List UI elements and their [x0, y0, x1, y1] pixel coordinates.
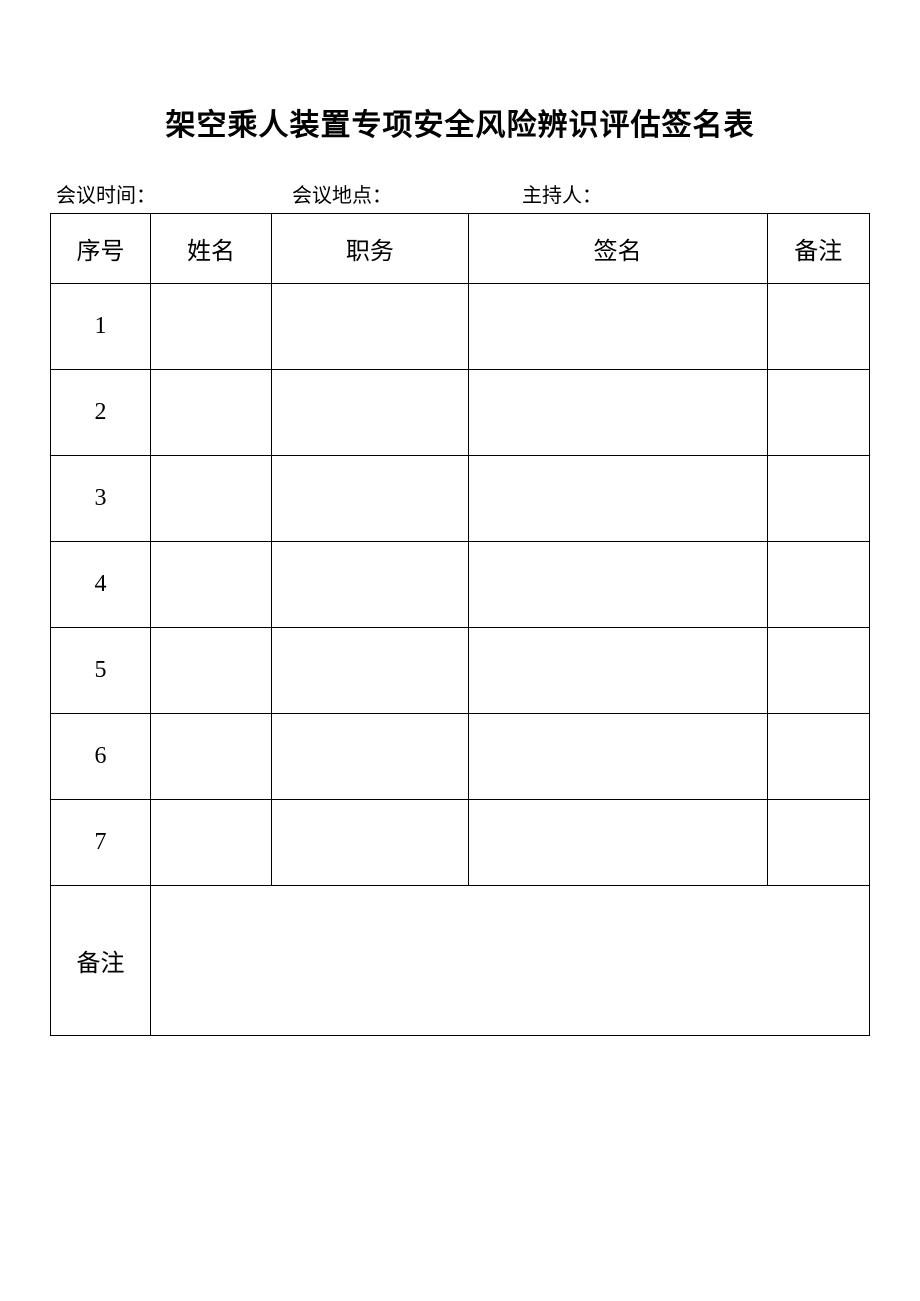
- header-seq: 序号: [51, 214, 151, 284]
- table-row: 1: [51, 284, 870, 370]
- table-row: 6: [51, 714, 870, 800]
- cell-remark: [767, 714, 869, 800]
- cell-seq: 6: [51, 714, 151, 800]
- table-row: 7: [51, 800, 870, 886]
- cell-seq: 1: [51, 284, 151, 370]
- cell-remark: [767, 628, 869, 714]
- cell-sign: [468, 284, 767, 370]
- meta-time-label: 会议时间：: [56, 179, 156, 208]
- cell-sign: [468, 370, 767, 456]
- cell-position: [272, 628, 469, 714]
- cell-remark: [767, 800, 869, 886]
- table-row: 2: [51, 370, 870, 456]
- table-row: 5: [51, 628, 870, 714]
- meeting-meta: 会议时间： 会议地点： 主持人：: [50, 179, 870, 208]
- cell-remark: [767, 284, 869, 370]
- cell-position: [272, 456, 469, 542]
- cell-position: [272, 542, 469, 628]
- cell-position: [272, 284, 469, 370]
- cell-remark: [767, 370, 869, 456]
- cell-seq: 3: [51, 456, 151, 542]
- footer-content: [150, 886, 869, 1036]
- meta-time: 会议时间：: [56, 179, 292, 208]
- cell-name: [150, 542, 271, 628]
- cell-sign: [468, 800, 767, 886]
- cell-name: [150, 714, 271, 800]
- cell-name: [150, 370, 271, 456]
- table-row: 4: [51, 542, 870, 628]
- page-title: 架空乘人装置专项安全风险辨识评估签名表: [50, 100, 870, 144]
- header-sign: 签名: [468, 214, 767, 284]
- cell-position: [272, 714, 469, 800]
- header-remark: 备注: [767, 214, 869, 284]
- cell-position: [272, 800, 469, 886]
- cell-name: [150, 284, 271, 370]
- signature-table: 序号 姓名 职务 签名 备注 1 2 3 4: [50, 213, 870, 1036]
- meta-location: 会议地点：: [292, 179, 522, 208]
- header-name: 姓名: [150, 214, 271, 284]
- cell-name: [150, 628, 271, 714]
- cell-sign: [468, 628, 767, 714]
- cell-remark: [767, 456, 869, 542]
- meta-location-label: 会议地点：: [292, 179, 392, 208]
- cell-seq: 4: [51, 542, 151, 628]
- cell-seq: 5: [51, 628, 151, 714]
- cell-position: [272, 370, 469, 456]
- meta-host: 主持人：: [522, 179, 870, 208]
- table-header-row: 序号 姓名 职务 签名 备注: [51, 214, 870, 284]
- cell-name: [150, 456, 271, 542]
- cell-sign: [468, 542, 767, 628]
- cell-sign: [468, 456, 767, 542]
- header-position: 职务: [272, 214, 469, 284]
- cell-seq: 7: [51, 800, 151, 886]
- cell-seq: 2: [51, 370, 151, 456]
- table-row: 3: [51, 456, 870, 542]
- meta-host-label: 主持人：: [522, 179, 602, 208]
- cell-remark: [767, 542, 869, 628]
- footer-label: 备注: [51, 886, 151, 1036]
- cell-sign: [468, 714, 767, 800]
- cell-name: [150, 800, 271, 886]
- table-footer-row: 备注: [51, 886, 870, 1036]
